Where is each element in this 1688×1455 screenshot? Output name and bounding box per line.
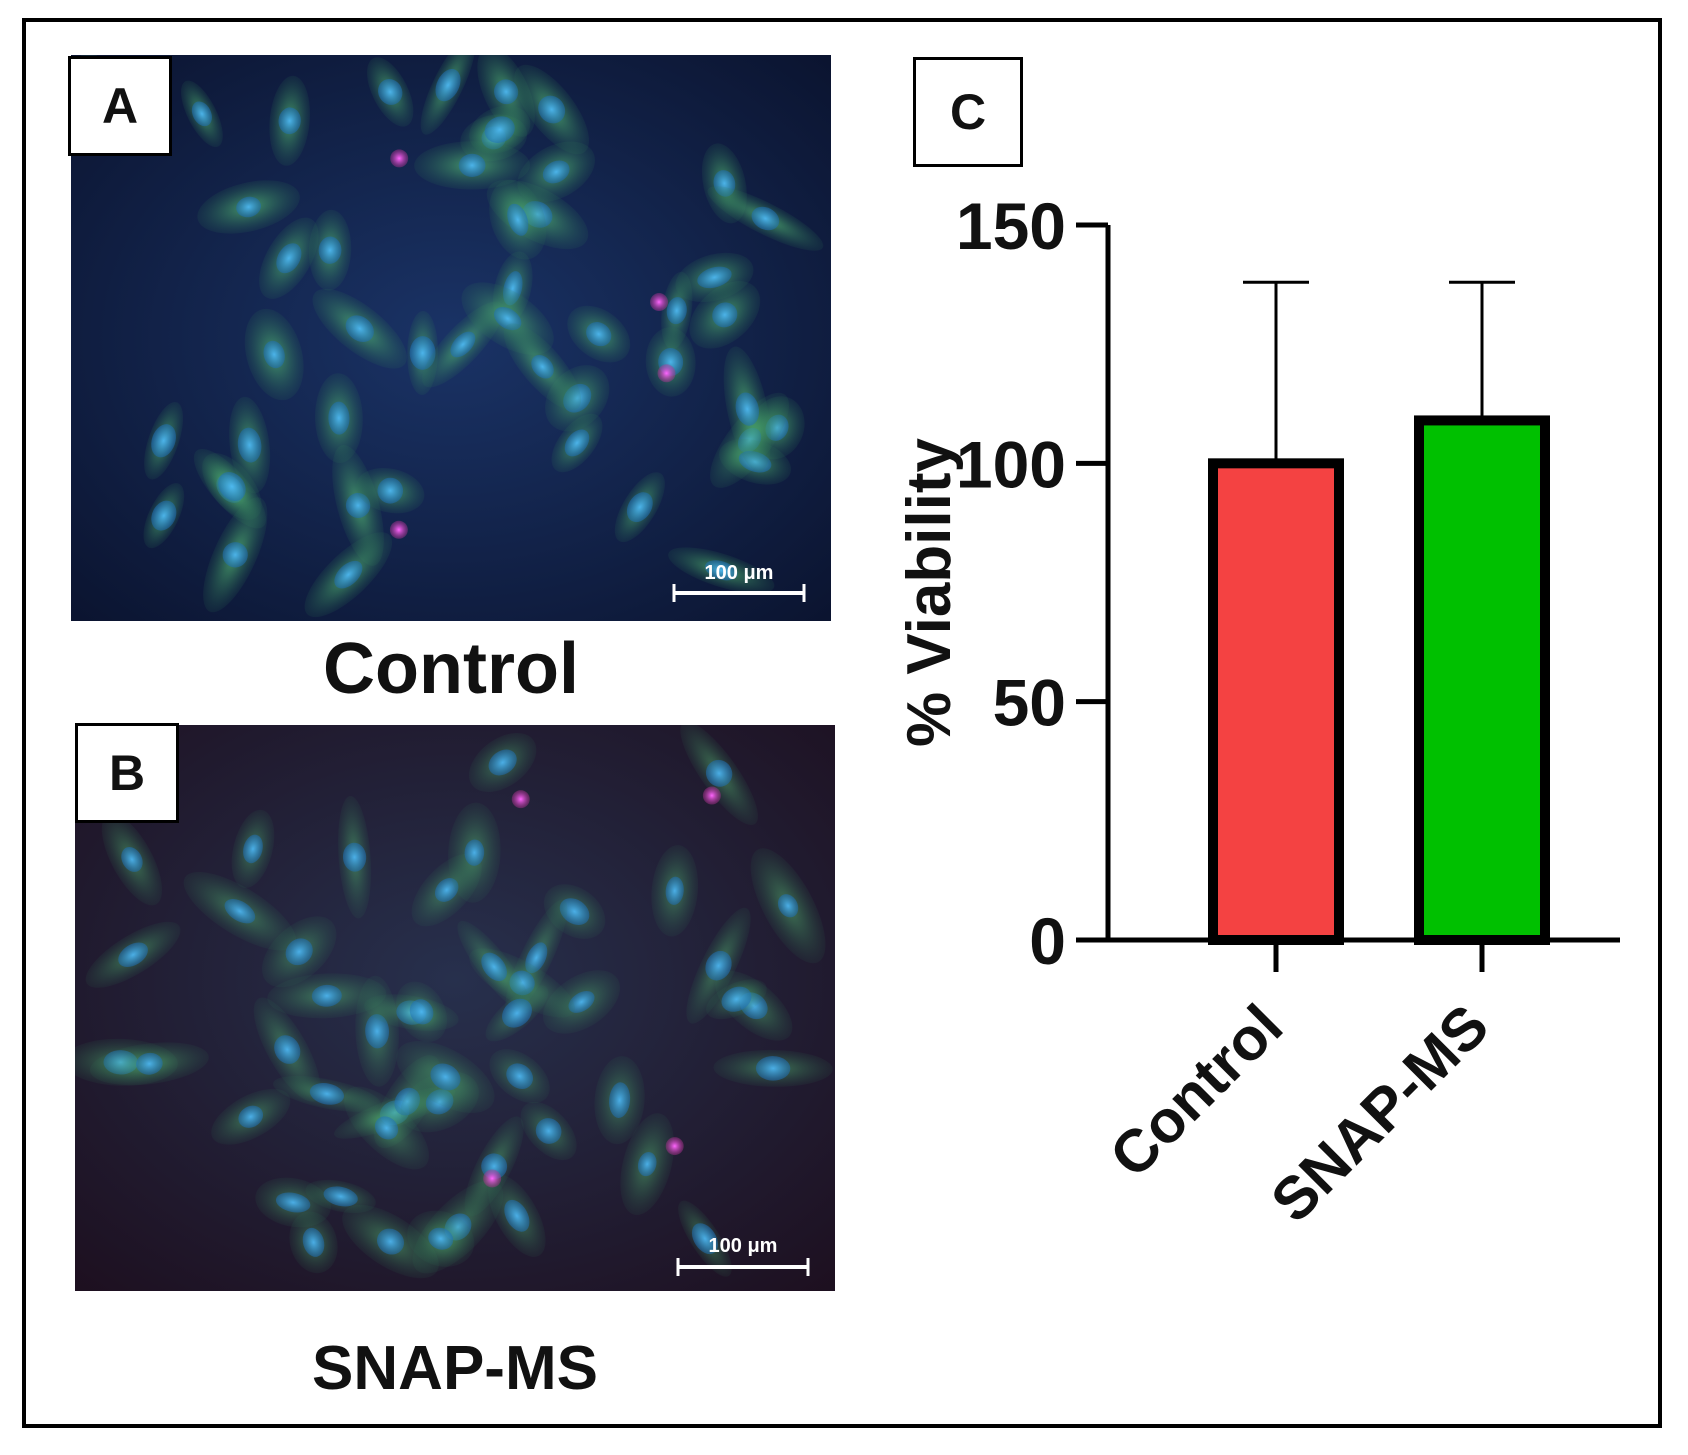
bar-control	[1208, 458, 1344, 945]
scale-bar-label-a: 100 μm	[705, 562, 774, 584]
micrograph-control-image: 100 μm	[71, 55, 831, 621]
micrograph-control: 100 μm	[71, 55, 831, 621]
y-tick-label-50: 50	[993, 666, 1066, 740]
y-tick-label-0: 0	[1029, 904, 1066, 978]
y-axis-label: % Viability	[895, 438, 964, 747]
panel-label-b: B	[75, 723, 179, 823]
x-tick-label-snap-ms: SNAP-MS	[1258, 992, 1501, 1235]
bar-snap-ms	[1414, 415, 1550, 945]
panel-label-c: C	[913, 57, 1023, 167]
micrograph-snap-ms: 100 μm	[75, 725, 835, 1291]
y-tick-label-100: 100	[956, 427, 1066, 501]
scale-bar-label-b: 100 μm	[709, 1235, 778, 1257]
x-tick-label-control: Control	[1097, 992, 1295, 1190]
caption-snap-ms: SNAP-MS	[312, 1334, 598, 1403]
caption-control: Control	[323, 629, 579, 709]
panel-label-a: A	[68, 56, 172, 156]
y-tick-label-150: 150	[956, 189, 1066, 263]
